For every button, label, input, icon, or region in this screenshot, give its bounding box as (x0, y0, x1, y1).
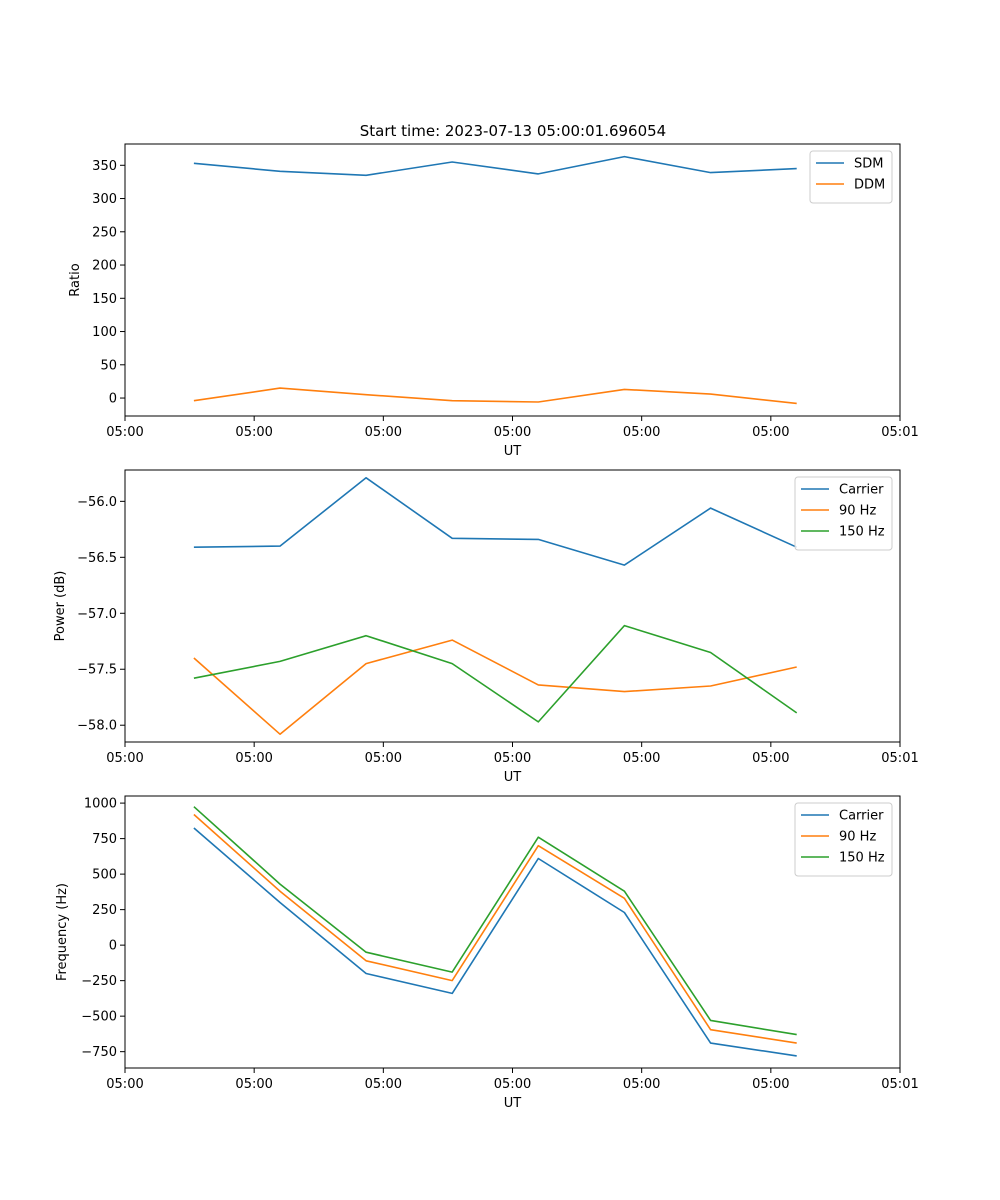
frequency-x-tick-label: 05:00 (752, 1077, 789, 1092)
ratio-x-axis-label: UT (504, 444, 522, 459)
ratio-y-tick-label: 200 (92, 259, 117, 274)
power-series-line-carrier (193, 476, 798, 566)
frequency-x-tick-label: 05:00 (494, 1077, 531, 1092)
power-y-tick-label: −56.0 (77, 495, 117, 510)
power-legend-label: 150 Hz (839, 525, 885, 540)
power-x-tick-label: 05:01 (881, 751, 918, 766)
power-series-line-150-hz (193, 624, 798, 723)
power-x-tick-label: 05:00 (494, 751, 531, 766)
ratio-y-tick-label: 0 (109, 392, 117, 407)
power-y-tick-label: −57.5 (77, 663, 117, 678)
power-legend-label: Carrier (839, 483, 884, 498)
ratio-x-tick-label: 05:00 (365, 425, 402, 440)
frequency-y-tick-label: −750 (81, 1045, 117, 1060)
ratio-y-tick-label: 50 (100, 358, 117, 373)
power-y-axis-label: Power (dB) (53, 571, 68, 642)
frequency-x-tick-label: 05:00 (365, 1077, 402, 1092)
ratio-y-tick-label: 350 (92, 159, 117, 174)
frequency-y-tick-label: −500 (81, 1010, 117, 1025)
ratio-series-line-ddm (193, 387, 797, 405)
frequency-series-line-150-hz (193, 806, 797, 1036)
frequency-y-tick-label: 250 (92, 903, 117, 918)
ratio-legend-label: SDM (854, 157, 883, 172)
ratio-series-line-sdm (193, 155, 797, 177)
frequency-series-line-90-hz (193, 813, 797, 1044)
ratio-legend: SDM DDM (809, 150, 893, 204)
power-y-tick-label: −58.0 (77, 719, 117, 734)
ratio-x-tick-label: 05:00 (235, 425, 272, 440)
power-x-axis-label: UT (504, 770, 522, 785)
ratio-x-tick-label: 05:01 (881, 425, 918, 440)
frequency-x-tick-label: 05:00 (235, 1077, 272, 1092)
power-x-tick-label: 05:00 (623, 751, 660, 766)
power-series-line-90-hz (193, 639, 797, 736)
frequency-legend-label: 90 Hz (839, 830, 876, 845)
figure-title: Start time: 2023-07-13 05:00:01.696054 (360, 122, 666, 140)
frequency-x-tick-label: 05:00 (106, 1077, 143, 1092)
ratio-y-tick-label: 150 (92, 292, 117, 307)
power-y-tick-label: −57.0 (77, 607, 117, 622)
frequency-x-axis-label: UT (504, 1096, 522, 1111)
ratio-y-tick-label: 100 (92, 325, 117, 340)
frequency-y-tick-label: 1000 (84, 797, 117, 812)
frequency-y-tick-label: 750 (92, 832, 117, 847)
frequency-x-tick-label: 05:01 (881, 1077, 918, 1092)
power-panel: 05:00 05:00 05:00 05:00 05:00 05:00 05:01 −58.0… (53, 469, 919, 785)
power-legend: Carrier 90 Hz 150 Hz (794, 476, 893, 551)
ratio-x-tick-label: 05:00 (752, 425, 789, 440)
frequency-legend-label: 150 Hz (839, 851, 885, 866)
frequency-legend-label: Carrier (839, 809, 884, 824)
ratio-y-axis-label: Ratio (68, 263, 83, 296)
ratio-x-tick-label: 05:00 (623, 425, 660, 440)
ratio-y-tick-label: 250 (92, 225, 117, 240)
ratio-legend-label: DDM (854, 178, 885, 193)
power-x-tick-label: 05:00 (106, 751, 143, 766)
frequency-x-tick-label: 05:00 (623, 1077, 660, 1092)
frequency-legend: Carrier 90 Hz 150 Hz (794, 802, 893, 877)
ratio-y-tick-label: 300 (92, 192, 117, 207)
ratio-legend-box (809, 150, 893, 204)
frequency-y-axis-label: Frequency (Hz) (55, 883, 70, 981)
ratio-x-tick-label: 05:00 (106, 425, 143, 440)
frequency-series-line-carrier (193, 827, 797, 1057)
frequency-y-tick-label: 500 (92, 868, 117, 883)
frequency-y-tick-label: 0 (109, 939, 117, 954)
frequency-y-tick-label: −250 (81, 974, 117, 989)
ratio-x-tick-label: 05:00 (494, 425, 531, 440)
power-x-tick-label: 05:00 (235, 751, 272, 766)
ratio-panel: 05:00 05:00 05:00 05:00 05:00 05:00 05:01 0 50 10… (68, 143, 919, 459)
frequency-panel: 05:00 05:00 05:00 05:00 05:00 05:00 05:01 −750 −… (55, 795, 919, 1111)
power-x-tick-label: 05:00 (365, 751, 402, 766)
power-y-tick-label: −56.5 (77, 551, 117, 566)
power-x-tick-label: 05:00 (752, 751, 789, 766)
power-legend-label: 90 Hz (839, 504, 876, 519)
